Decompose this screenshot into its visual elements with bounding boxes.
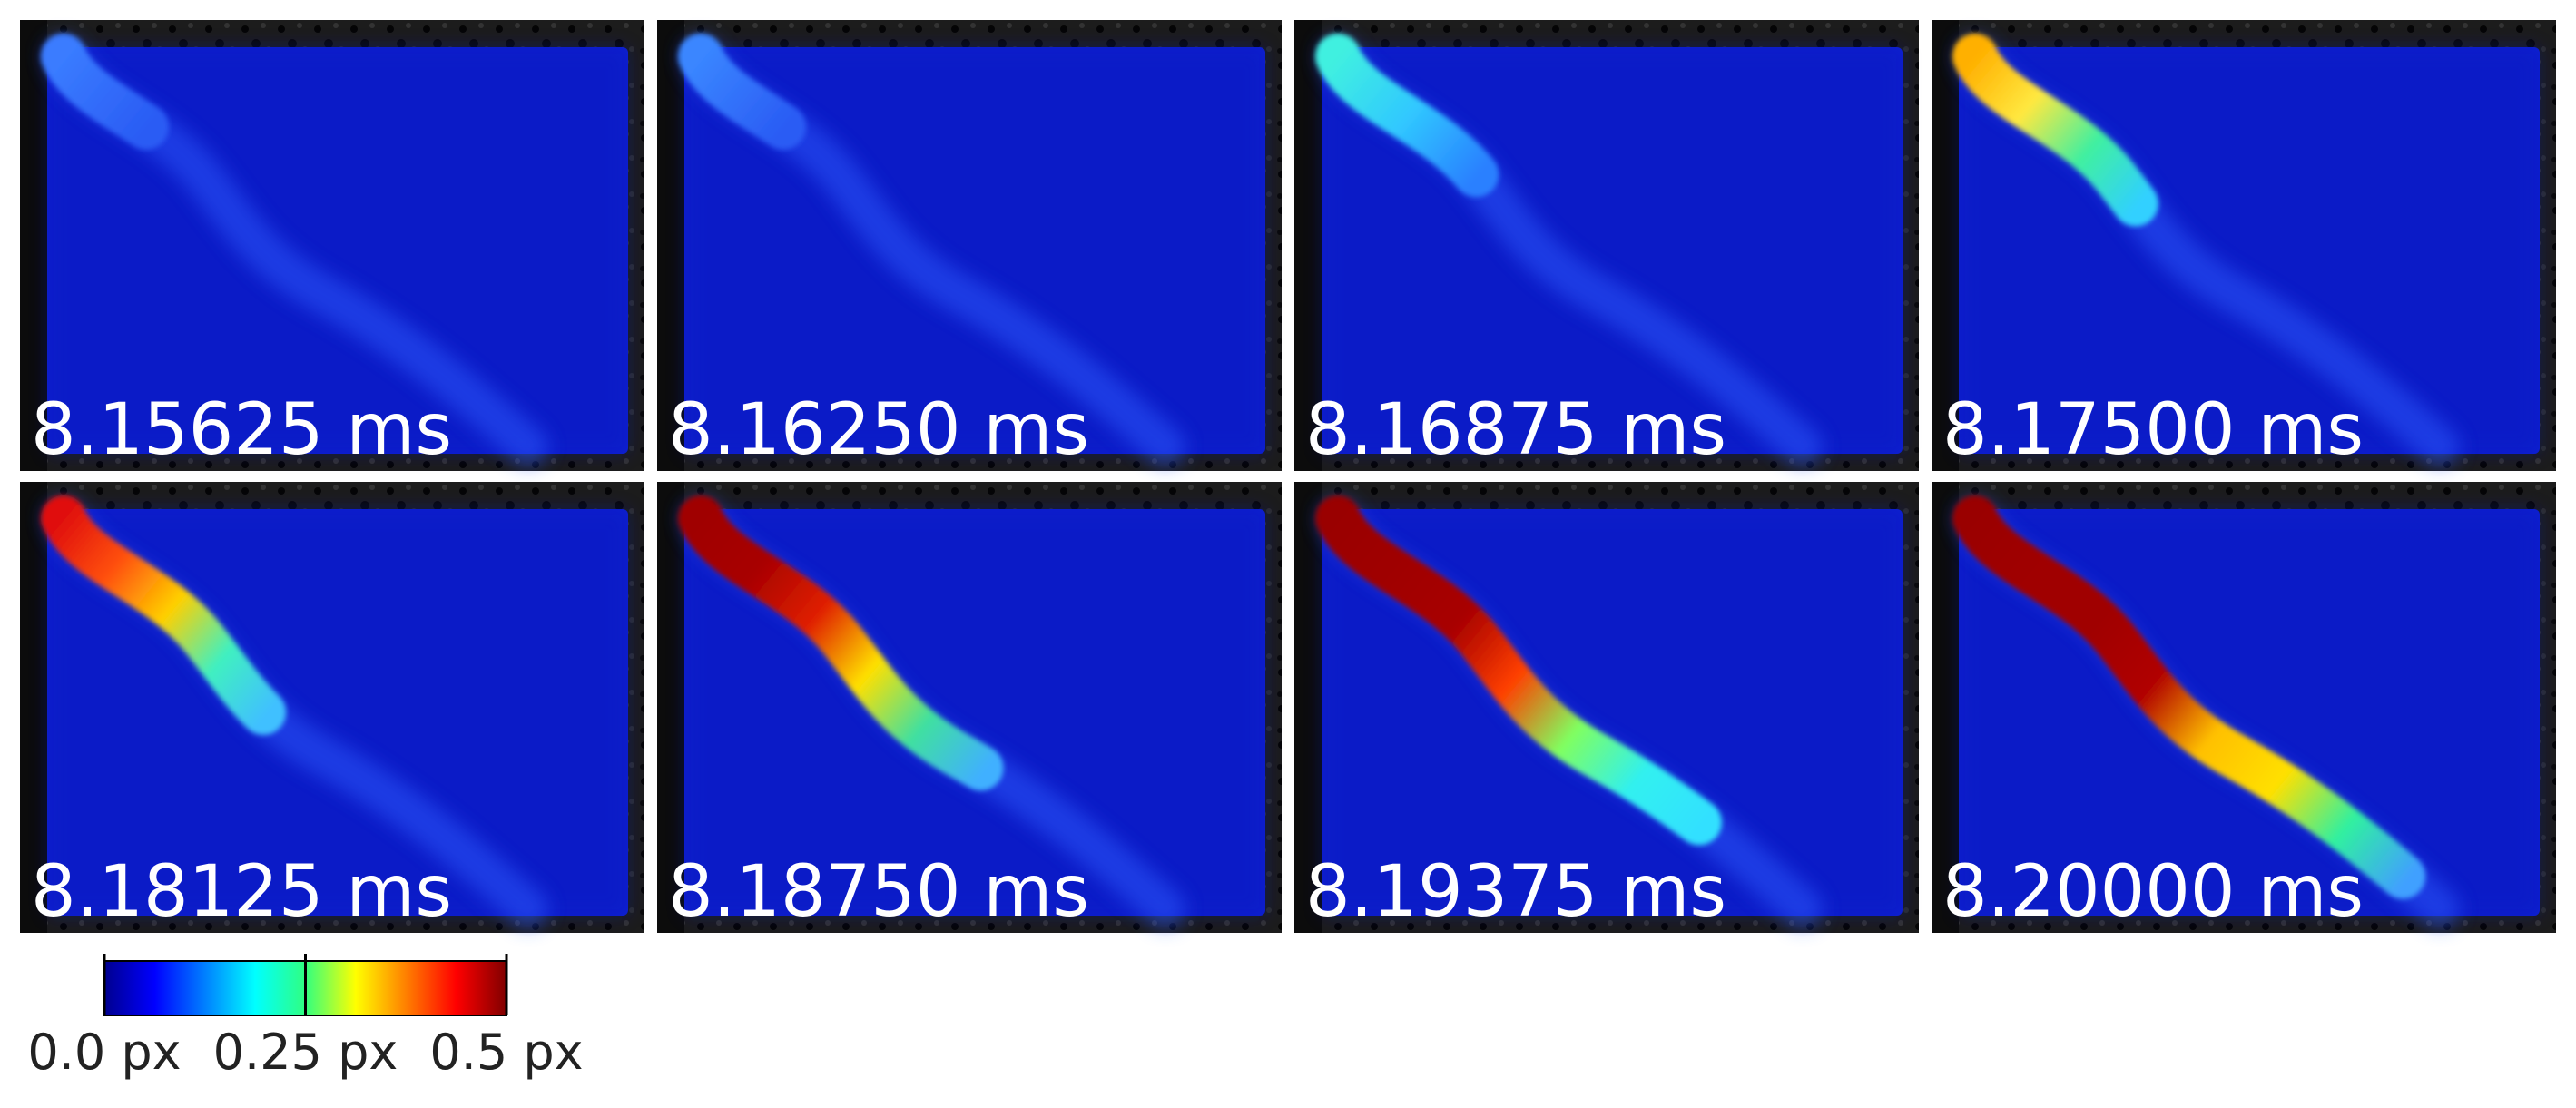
- frame-time-label: 8.16875 ms: [1305, 389, 1726, 471]
- crack-band: [678, 495, 1188, 931]
- frame-edge: [1294, 482, 1322, 933]
- frame-time-label: 8.16250 ms: [668, 389, 1089, 471]
- frame-edge: [20, 482, 47, 933]
- crack-band: [678, 34, 1188, 469]
- crack-band: [1952, 495, 2463, 931]
- frame-edge: [1294, 20, 1322, 471]
- crack-band: [41, 495, 551, 931]
- frame-panel: 8.16875 ms: [1294, 20, 1919, 471]
- frame-panel: 8.20000 ms: [1932, 482, 2556, 933]
- colorbar-tick-label: 0.25 px: [213, 1024, 398, 1081]
- colorbar-tick-label: 0.5 px: [429, 1024, 583, 1081]
- frame-panel: 8.18750 ms: [657, 482, 1282, 933]
- crack-band: [1315, 495, 1825, 931]
- frame-time-label: 8.18125 ms: [31, 851, 452, 933]
- crack-band: [1315, 34, 1825, 469]
- frame-edge: [657, 482, 684, 933]
- frame-time-label: 8.19375 ms: [1305, 851, 1726, 933]
- frame-time-label: 8.15625 ms: [31, 389, 452, 471]
- panel-grid: 8.15625 ms 8.16250 ms 8.16875 ms 8.17500 ms…: [20, 20, 2556, 933]
- colorbar-tick-label: 0.0 px: [27, 1024, 181, 1081]
- frame-panel: 8.17500 ms: [1932, 20, 2556, 471]
- frame-panel: 8.16250 ms: [657, 20, 1282, 471]
- frame-panel: 8.19375 ms: [1294, 482, 1919, 933]
- frame-time-label: 8.18750 ms: [668, 851, 1089, 933]
- frame-edge: [20, 20, 47, 471]
- crack-band: [41, 34, 551, 469]
- frame-panel: 8.15625 ms: [20, 20, 644, 471]
- crack-band: [1952, 34, 2463, 469]
- frame-panel: 8.18125 ms: [20, 482, 644, 933]
- frame-edge: [1932, 482, 1959, 933]
- frame-edge: [657, 20, 684, 471]
- colorbar: 0.0 px 0.25 px 0.5 px: [27, 954, 584, 1081]
- frame-time-label: 8.17500 ms: [1942, 389, 2364, 471]
- frame-edge: [1932, 20, 1959, 471]
- frame-time-label: 8.20000 ms: [1942, 851, 2364, 933]
